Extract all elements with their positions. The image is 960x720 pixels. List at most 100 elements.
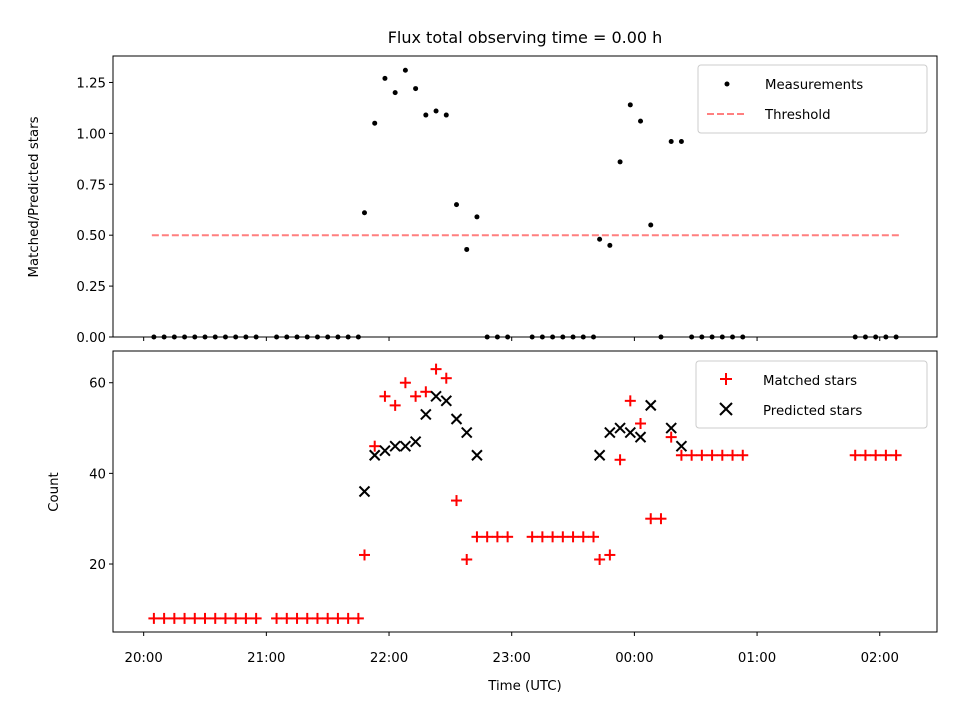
measurement-point: [597, 236, 603, 242]
predicted-star-point: [358, 485, 371, 498]
measurement-point: [638, 118, 644, 124]
predicted-star-point: [450, 413, 463, 425]
measurement-point: [668, 139, 674, 145]
matched-star-point: [536, 531, 548, 543]
top-y-ticks: 0.00 0.25 0.50 0.75 1.00 1.25: [76, 76, 113, 346]
x-b: [358, 485, 371, 498]
legend-measurements-marker: [724, 81, 730, 87]
matched-star-point: [716, 449, 728, 461]
matched-star-point: [890, 449, 902, 461]
matched-star-point: [311, 612, 323, 624]
matched-star-point: [577, 531, 589, 543]
matched-star-point: [491, 531, 503, 543]
measurement-point: [678, 139, 684, 145]
bottom-y-axis-label: Count: [47, 472, 62, 512]
matched-star-point: [859, 449, 871, 461]
legend-matched-marker: [720, 373, 732, 385]
chart-title: Flux total observing time = 0.00 h: [388, 28, 663, 47]
matched-star-point: [352, 612, 364, 624]
measurement-point: [392, 90, 398, 96]
y-tick-label: 1.25: [76, 76, 106, 91]
predicted-star-point: [409, 435, 422, 448]
predicted-star-point: [471, 449, 483, 461]
measurement-point: [413, 86, 419, 92]
matched-star-point: [614, 454, 626, 466]
matched-star-point: [526, 531, 538, 543]
measurement-point: [402, 67, 408, 73]
x-b: [440, 395, 452, 407]
matched-star-point: [567, 531, 579, 543]
bottom-legend: Matched stars Predicted stars: [695, 360, 928, 429]
matched-star-point: [557, 531, 569, 543]
matched-star-point: [604, 549, 616, 561]
matched-star-point: [440, 372, 452, 384]
matched-star-point: [461, 553, 473, 565]
measurement-point: [443, 112, 449, 118]
x-tick-label: 01:00: [738, 651, 776, 666]
measurement-point: [372, 120, 378, 126]
measurement-point: [361, 210, 367, 216]
measurement-point: [423, 112, 429, 118]
x-b: [430, 390, 442, 403]
y-tick-label: 20: [89, 558, 106, 573]
measurement-point: [474, 214, 480, 220]
matched-star-point: [870, 449, 882, 461]
x-b: [614, 422, 626, 434]
x-b: [409, 435, 422, 448]
matched-star-point: [379, 390, 391, 402]
matched-star-point: [727, 449, 739, 461]
matched-star-point: [281, 612, 293, 624]
matched-star-point: [389, 399, 401, 411]
legend-measurements-label: Measurements: [765, 78, 863, 93]
matched-star-point: [168, 612, 180, 624]
predicted-star-point: [624, 426, 637, 439]
matched-star-point: [547, 531, 559, 543]
measurement-point: [464, 246, 470, 252]
predicted-star-point: [461, 426, 473, 439]
matched-star-point: [675, 449, 687, 461]
measurement-point: [454, 202, 460, 208]
legend-predicted-label: Predicted stars: [763, 404, 862, 419]
predicted-star-point: [440, 395, 452, 407]
y-tick-label: 60: [89, 377, 106, 392]
predicted-star-point: [389, 440, 401, 452]
x-b: [379, 445, 391, 457]
predicted-star-point: [430, 390, 442, 403]
matched-star-point: [148, 612, 160, 624]
x-b: [420, 408, 432, 421]
matched-star-point: [250, 612, 262, 624]
x-tick-label: 22:00: [370, 651, 408, 666]
x-tick-label: 21:00: [247, 651, 285, 666]
matched-star-point: [358, 549, 370, 561]
measurement-point: [627, 102, 633, 108]
top-legend-box: [697, 64, 928, 134]
x-b: [593, 449, 606, 461]
x-b: [399, 440, 412, 452]
bottom-axes-frame: [112, 350, 938, 633]
matched-star-point: [880, 449, 892, 461]
predicted-star-point: [604, 426, 616, 439]
top-panel: Matched/Predicted stars 0.00 0.25 0.50 0.75…: [27, 55, 938, 346]
matched-star-point: [369, 440, 381, 452]
x-tick-label: 02:00: [861, 651, 899, 666]
bottom-panel: Count 20 40 60 20:00 21:00 22:00 23:00 00:00 01…: [47, 350, 938, 694]
x-b: [645, 399, 657, 412]
matched-star-point: [189, 612, 201, 624]
matched-star-point: [410, 390, 422, 402]
measurement-point: [433, 108, 439, 114]
y-tick-label: 40: [89, 467, 106, 482]
x-b: [624, 426, 637, 439]
predicted-star-point: [379, 445, 391, 457]
matched-star-point: [451, 495, 463, 507]
matched-star-point: [849, 449, 861, 461]
predicted-star-point: [614, 422, 626, 434]
predicted-star-point: [593, 449, 606, 461]
matched-star-point: [301, 612, 313, 624]
predicted-star-point: [675, 440, 688, 452]
x-b: [675, 440, 688, 452]
matched-star-point: [430, 363, 442, 375]
matched-star-point: [665, 431, 677, 443]
x-tick-label: 00:00: [615, 651, 653, 666]
predicted-star-point: [369, 449, 381, 461]
matched-star-point: [706, 449, 718, 461]
